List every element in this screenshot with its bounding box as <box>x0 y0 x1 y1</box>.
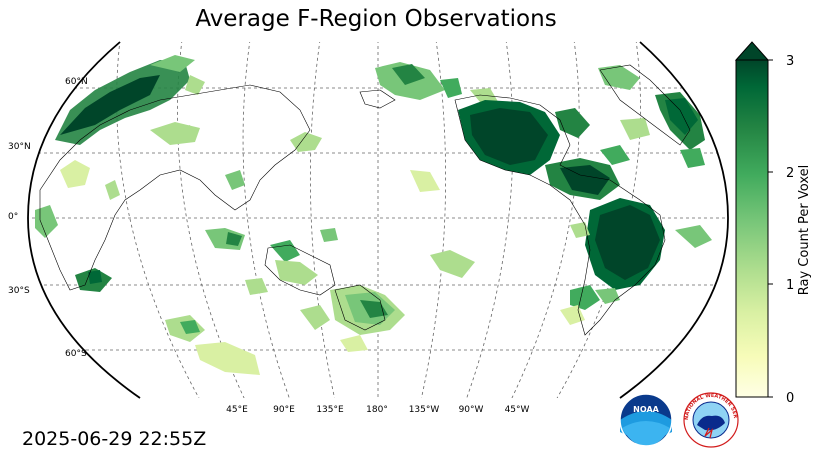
lat-label-30n: 30°N <box>8 142 31 152</box>
lon-label-135w: 135°W <box>409 405 440 415</box>
lon-label-45w: 45°W <box>505 405 530 415</box>
colorbar: 0 1 2 3 Ray Count Per Voxel <box>734 41 812 406</box>
lon-label-135e: 135°E <box>316 405 344 415</box>
lat-label-30s: 30°S <box>8 286 30 296</box>
coastlines <box>39 64 691 336</box>
lat-label-60n: 60°N <box>65 77 88 87</box>
lon-label-90e: 90°E <box>273 405 295 415</box>
timestamp: 2025-06-29 22:55Z <box>22 428 207 450</box>
lat-label-60s: 60°S <box>65 349 87 359</box>
observation-density-layer <box>35 55 712 375</box>
map-title: Average F-Region Observations <box>195 6 557 32</box>
lon-label-180: 180° <box>366 405 388 415</box>
lon-label-45e: 45°E <box>226 405 248 415</box>
colorbar-tick-1: 1 <box>786 278 794 293</box>
lon-label-90w: 90°W <box>459 405 484 415</box>
colorbar-tick-3: 3 <box>786 54 794 69</box>
lat-label-0: 0° <box>8 212 18 222</box>
colorbar-tick-2: 2 <box>786 166 794 181</box>
map-projection <box>27 41 729 399</box>
colorbar-tick-0: 0 <box>786 391 794 406</box>
colorbar-label: Ray Count Per Voxel <box>797 165 812 295</box>
svg-text:NOAA: NOAA <box>633 405 659 414</box>
noaa-logo: NOAA <box>619 393 673 447</box>
